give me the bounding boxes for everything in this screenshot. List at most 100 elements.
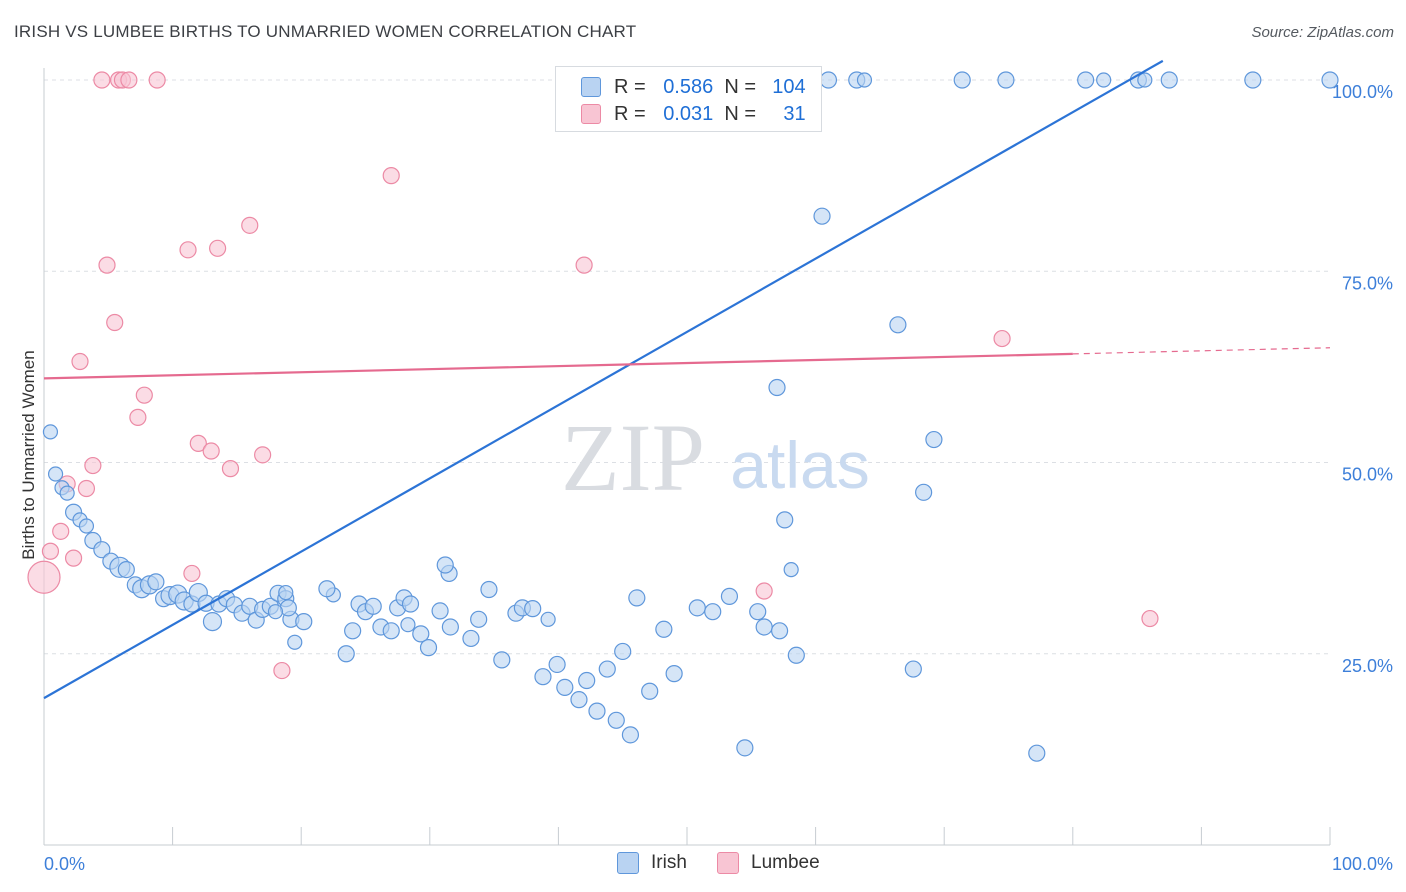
x-tick-label-100: 100.0% xyxy=(1332,854,1393,874)
irish-point-57 xyxy=(441,618,459,636)
legend-irish-label: Irish xyxy=(651,852,687,873)
irish-point-80 xyxy=(665,665,683,683)
axes-layer: 25.0% 50.0% 75.0% 100.0% 0.0% 100.0% xyxy=(43,68,1393,874)
legend-item-lumbee: Lumbee xyxy=(717,852,820,874)
irish-point-23 xyxy=(202,612,223,632)
irish-point-70 xyxy=(570,691,588,709)
irish-point-109 xyxy=(1321,71,1339,89)
irish-point-79 xyxy=(655,620,673,638)
correlation-legend: R = 0.586 N = 104 R = 0.031 N = 31 xyxy=(555,66,822,132)
irish-point-15 xyxy=(147,573,165,591)
irish-point-39 xyxy=(287,634,303,650)
irish-point-68 xyxy=(540,611,556,627)
irish-point-97 xyxy=(889,316,907,334)
irish-point-67 xyxy=(548,655,566,674)
irish-swatch xyxy=(581,77,601,97)
irish-point-6 xyxy=(78,518,95,534)
irish-point-82 xyxy=(704,603,722,621)
irish-point-60 xyxy=(470,610,488,628)
lumbee-point-18 xyxy=(183,564,201,583)
irish-point-89 xyxy=(787,646,805,664)
watermark: ZIP atlas xyxy=(561,404,870,511)
lumbee-point-2 xyxy=(52,522,70,540)
legend-row-lumbee: R = 0.031 N = 31 xyxy=(581,102,806,126)
lumbee-point-30 xyxy=(1141,609,1159,628)
irish-point-83 xyxy=(720,587,739,605)
irish-point-73 xyxy=(598,660,616,678)
lumbee-point-4 xyxy=(64,549,83,567)
irish-point-8 xyxy=(93,541,111,559)
irish-point-107 xyxy=(1160,71,1178,89)
irish-point-3 xyxy=(59,485,75,501)
irish-point-71 xyxy=(578,671,596,690)
lumbee-r-label: R = xyxy=(614,102,646,125)
irish-point-91 xyxy=(768,378,786,397)
irish-point-78 xyxy=(641,682,659,700)
irish-point-72 xyxy=(588,702,606,720)
lumbee-point-24 xyxy=(254,446,272,464)
lumbee-point-14 xyxy=(129,408,147,426)
irish-n-value: 104 xyxy=(772,75,806,98)
irish-trend-line xyxy=(43,59,1164,700)
irish-point-76 xyxy=(621,726,640,744)
irish-point-41 xyxy=(318,580,336,598)
lumbee-point-16 xyxy=(148,71,166,89)
irish-point-61 xyxy=(480,580,498,599)
irish-point-36 xyxy=(267,604,284,620)
irish-point-101 xyxy=(953,71,971,89)
lumbee-trend-extension xyxy=(1072,347,1331,355)
irish-point-48 xyxy=(382,622,400,640)
irish-point-103 xyxy=(1028,744,1046,762)
irish-point-102 xyxy=(997,71,1015,89)
irish-point-104 xyxy=(1077,71,1095,89)
irish-point-65 xyxy=(524,600,542,618)
irish-points xyxy=(42,71,1339,762)
y-tick-label-25: 25.0% xyxy=(1342,656,1393,676)
irish-point-46 xyxy=(364,597,382,615)
irish-point-75 xyxy=(614,642,632,661)
lumbee-n-label: N = xyxy=(724,102,757,125)
lumbee-point-15 xyxy=(135,386,153,404)
lumbee-point-9 xyxy=(98,256,116,274)
irish-point-100 xyxy=(925,430,943,449)
lumbee-point-8 xyxy=(93,71,111,89)
irish-point-43 xyxy=(344,622,362,640)
lumbee-point-0 xyxy=(27,560,61,594)
irish-point-52 xyxy=(400,617,416,633)
irish-point-94 xyxy=(819,71,838,89)
irish-point-58 xyxy=(436,556,454,574)
lumbee-point-21 xyxy=(209,239,227,257)
irish-point-87 xyxy=(770,622,789,640)
legend-lumbee-label: Lumbee xyxy=(751,852,820,873)
lumbee-points xyxy=(27,71,1159,680)
irish-point-11 xyxy=(117,560,135,579)
irish-point-37 xyxy=(278,584,294,601)
irish-r-value: 0.586 xyxy=(663,75,714,98)
lumbee-point-17 xyxy=(179,241,197,259)
lumbee-point-29 xyxy=(993,329,1011,348)
lumbee-swatch xyxy=(581,104,601,124)
lumbee-n-value: 31 xyxy=(783,102,806,125)
irish-point-69 xyxy=(556,678,574,697)
legend-lumbee-swatch xyxy=(717,852,739,874)
irish-point-42 xyxy=(337,645,355,663)
irish-point-59 xyxy=(462,629,480,648)
irish-point-86 xyxy=(755,618,773,636)
irish-point-88 xyxy=(776,511,794,529)
watermark-atlas: atlas xyxy=(730,428,869,502)
irish-point-74 xyxy=(607,711,625,729)
irish-point-38 xyxy=(295,613,313,631)
irish-point-106 xyxy=(1137,72,1153,88)
irish-point-90 xyxy=(783,561,799,578)
lumbee-trend-line xyxy=(43,352,1073,380)
y-tick-label-100: 100.0% xyxy=(1332,82,1393,102)
irish-point-1 xyxy=(47,466,64,482)
lumbee-r-value: 0.031 xyxy=(663,102,714,125)
lumbee-point-27 xyxy=(575,256,593,274)
lumbee-point-10 xyxy=(106,313,124,332)
legend-item-irish: Irish xyxy=(617,852,687,874)
lumbee-point-5 xyxy=(71,352,89,371)
watermark-zip: ZIP xyxy=(561,404,705,511)
irish-point-93 xyxy=(813,207,831,225)
